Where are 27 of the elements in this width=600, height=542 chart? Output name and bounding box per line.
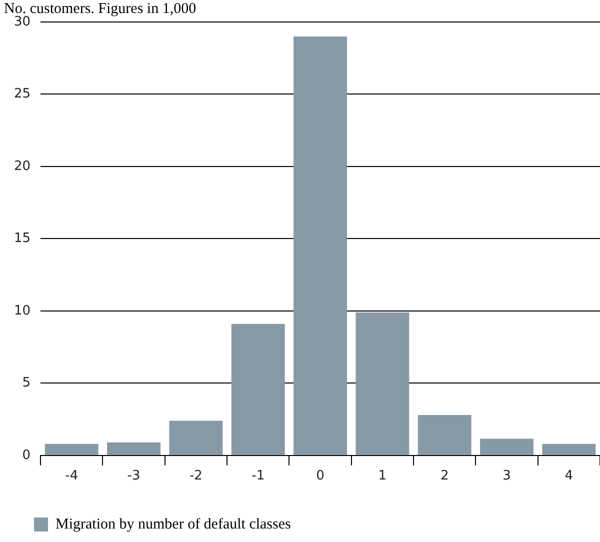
x-tick-label: -2: [189, 468, 202, 484]
bar: [44, 444, 98, 455]
y-tick-label: 20: [14, 158, 31, 174]
x-tick-label: -1: [252, 468, 265, 484]
y-tick-label: 10: [14, 303, 31, 318]
x-tick-label: 0: [316, 468, 324, 484]
legend-label: Migration by number of default classes: [56, 516, 292, 532]
x-tick-label: -4: [65, 468, 78, 484]
bar: [356, 312, 410, 455]
bar: [107, 442, 161, 455]
x-tick-label: 1: [378, 468, 387, 484]
bar: [169, 420, 223, 455]
y-tick-label: 25: [14, 86, 31, 102]
bar: [542, 444, 596, 455]
bar: [231, 324, 285, 455]
y-tick-label: 30: [14, 14, 31, 30]
chart-title: No. customers. Figures in 1,000: [4, 0, 196, 17]
x-tick-label: 2: [440, 468, 449, 484]
y-tick-label: 15: [14, 231, 31, 246]
bar: [480, 438, 534, 455]
x-tick-label: -3: [127, 468, 140, 484]
bar: [294, 36, 347, 455]
x-tick-label: 3: [502, 468, 511, 484]
y-tick-label: 0: [22, 448, 31, 463]
x-tick-label: 4: [564, 468, 574, 484]
y-tick-label: 5: [22, 376, 31, 391]
bar: [418, 414, 472, 455]
